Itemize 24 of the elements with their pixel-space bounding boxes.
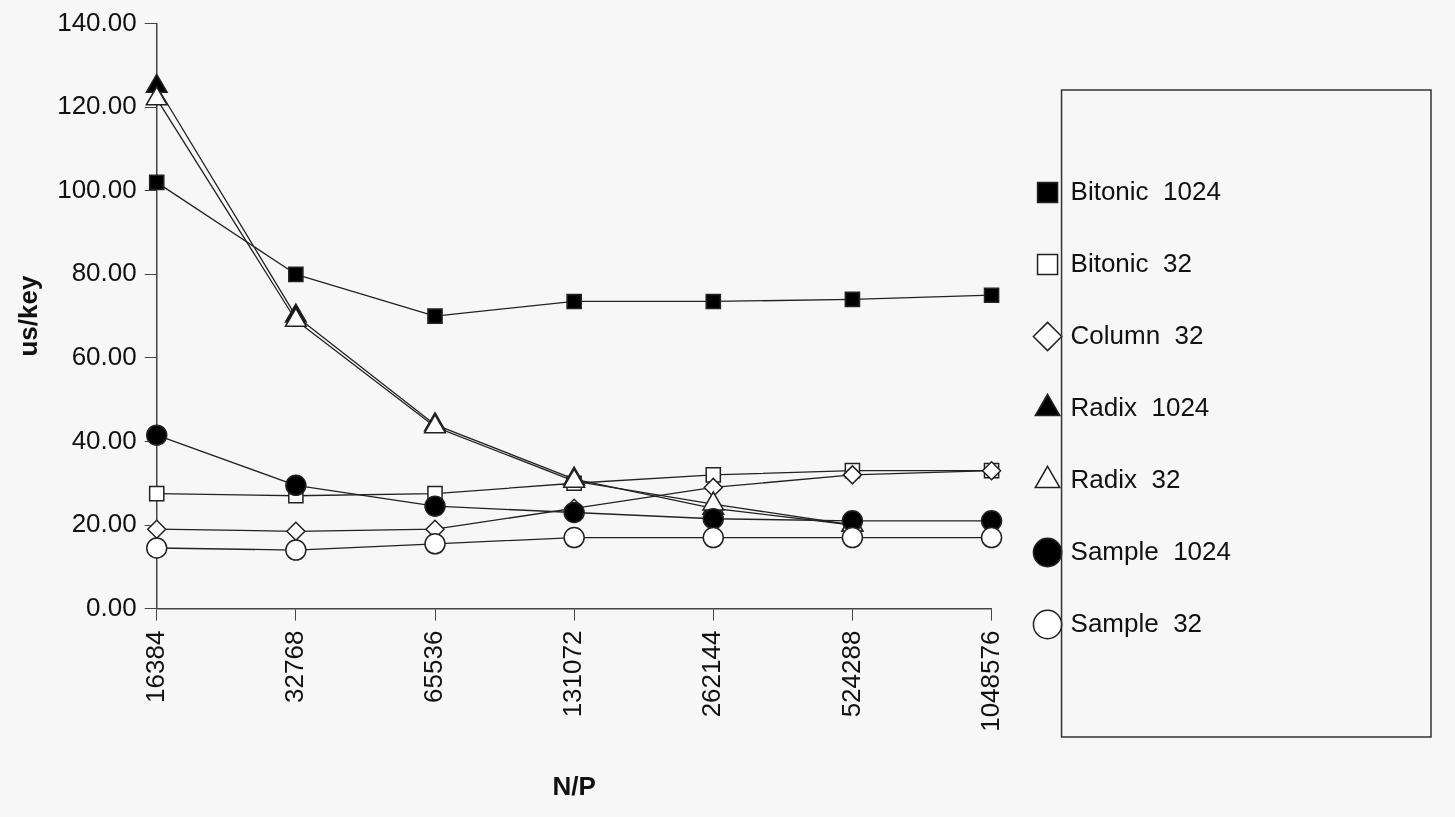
y-tick-label: 60.00 — [71, 341, 137, 372]
y-tick-label: 20.00 — [71, 508, 137, 539]
x-tick-label: 32768 — [279, 630, 310, 703]
x-tick-label: 131072 — [557, 630, 588, 718]
x-tick-label: 524288 — [835, 630, 866, 718]
legend-label: Bitonic 32 — [1070, 247, 1192, 278]
x-tick-label: 16384 — [139, 630, 170, 703]
x-tick-label: 262144 — [696, 630, 727, 718]
x-axis-title: N/P — [552, 770, 596, 801]
legend-label: Radix 1024 — [1070, 391, 1210, 422]
legend-label: Column 32 — [1070, 319, 1204, 350]
legend-label: Sample 1024 — [1070, 535, 1232, 566]
y-tick-label: 40.00 — [71, 424, 137, 455]
legend-label: Bitonic 1024 — [1070, 175, 1221, 206]
y-axis-title: us/key — [12, 275, 43, 357]
y-tick-label: 0.00 — [86, 591, 137, 622]
legend-label: Sample 32 — [1070, 607, 1203, 638]
y-tick-label: 80.00 — [71, 257, 137, 288]
legend-label: Radix 32 — [1070, 463, 1181, 494]
y-tick-label: 120.00 — [57, 90, 137, 121]
x-tick-label: 65536 — [418, 630, 449, 703]
y-tick-label: 140.00 — [57, 6, 137, 37]
x-tick-label: 1048576 — [974, 630, 1005, 732]
y-tick-label: 100.00 — [57, 173, 137, 204]
